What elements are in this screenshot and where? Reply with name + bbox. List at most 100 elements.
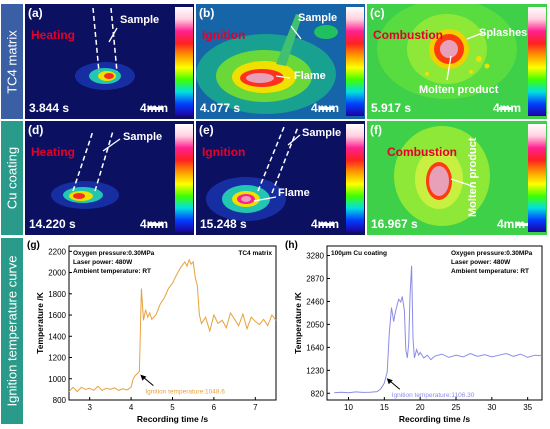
panel-label-g: (g) [27, 240, 40, 251]
time-label-d: 14.220 s [29, 217, 76, 231]
panel-label-d: (d) [28, 123, 44, 137]
panel-label-b: (b) [199, 6, 215, 20]
info-text-g: Oxygen pressure:0.30MPa [73, 250, 155, 257]
panel-label-e: (e) [199, 123, 214, 137]
state-label-c: Combustion [373, 28, 443, 42]
note-sample-b: Sample [298, 12, 338, 24]
x-tick-label-g: 6 [212, 403, 217, 412]
panel-f: (f) Combustion Molten product 16.967 s 4… [367, 121, 547, 235]
time-label-f: 16.967 s [371, 217, 418, 231]
row-label-tc4-text: TC4 matrix [4, 29, 20, 94]
chart-h: 10 15 20 25 30 35 820 1230 1640 2050 2460 2870 3280 R… [283, 238, 548, 426]
panel-b: (b) Ignition Sample Flame 4.077 s 4mm [196, 4, 365, 119]
scale-label-a: 4mm [139, 101, 168, 115]
y-tick-label-h: 1640 [306, 343, 324, 352]
row-label-cu-text: Cu coating [4, 146, 20, 210]
y-tick-label-g: 1000 [48, 375, 66, 384]
scale-label-b: 4mm [310, 101, 339, 115]
thermal-image-b [196, 14, 338, 114]
state-label-e: Ignition [202, 145, 246, 159]
row-label-tc4: TC4 matrix [1, 4, 23, 119]
x-tick-label-h: 35 [523, 403, 532, 412]
state-label-b: Ignition [202, 28, 246, 42]
note-sample-e: Sample [302, 127, 342, 139]
thermal-image-c [377, 4, 517, 110]
annotation-arrowhead-h [386, 378, 393, 385]
time-label-c: 5.917 s [371, 101, 412, 115]
y-tick-label-h: 2870 [306, 274, 324, 283]
x-tick-label-g: 4 [129, 403, 134, 412]
x-tick-label-h: 30 [487, 403, 496, 412]
x-tick-label-g: 7 [253, 403, 258, 412]
time-label-a: 3.844 s [29, 101, 70, 115]
plot-frame-h [326, 245, 543, 401]
plot-frame-g [68, 245, 277, 401]
note-flame-b: Flame [294, 70, 326, 82]
color-scale-c [528, 7, 546, 116]
chart-g-svg: 3 4 5 6 7 800 1000 1200 1400 1600 1800 2000 2200 Reco… [27, 240, 277, 424]
chart-g: 3 4 5 6 7 800 1000 1200 1400 1600 1800 2000 2200 Reco… [25, 238, 282, 426]
row-label-curve-text: Ignition temperature curve [4, 255, 20, 407]
thermal-image-f [394, 126, 531, 226]
info-text-h: Ambient temperature: RT [451, 268, 529, 275]
chart-h-svg: 10 15 20 25 30 35 820 1230 1640 2050 2460 2870 3280 R… [285, 240, 543, 424]
thermal-image-e [206, 126, 334, 226]
y-tick-label-h: 2050 [306, 320, 324, 329]
note-sample-d: Sample [123, 131, 163, 143]
color-scale-a [175, 7, 193, 116]
panel-c: (c) Combustion Splashes Molten product 5… [367, 4, 547, 119]
x-tick-label-g: 3 [87, 403, 92, 412]
y-tick-label-g: 1400 [48, 332, 66, 341]
note-sample-a: Sample [120, 14, 160, 26]
annotation-text-h: Ignition temperature:1106.30 [392, 392, 475, 399]
y-axis-label-g: Temperature /K [35, 291, 45, 354]
x-axis-label-h: Recording time /s [399, 414, 471, 424]
annotation-arrowhead-g [140, 374, 147, 381]
time-label-e: 15.248 s [200, 217, 247, 231]
note-flame-e: Flame [278, 187, 310, 199]
note-splashes-c: Splashes [479, 27, 528, 39]
panel-a: (a) Heating Sample 3.844 s 4mm [25, 4, 194, 119]
y-tick-label-h: 3280 [306, 252, 324, 261]
x-tick-label-h: 20 [416, 403, 425, 412]
y-tick-label-g: 1800 [48, 290, 66, 299]
color-scale-f [528, 124, 546, 232]
y-tick-label-h: 820 [311, 389, 325, 398]
panel-label-a: (a) [28, 6, 43, 20]
y-tick-label-h: 2460 [306, 297, 324, 306]
y-tick-label-h: 1230 [306, 366, 324, 375]
info-text-g: Laser power: 480W [73, 259, 133, 266]
scale-label-e: 4mm [310, 217, 339, 231]
state-label-d: Heating [31, 145, 76, 159]
panel-label-f: (f) [370, 123, 382, 137]
annotation-text-g: Ignition temperature:1048.6 [145, 389, 225, 396]
corner-label-h: 100μm Cu coating [331, 250, 387, 257]
panel-label-h: (h) [285, 240, 298, 251]
panel-e: (e) Ignition Sample Flame 15.248 s 4mm [196, 121, 365, 235]
state-label-a: Heating [31, 28, 76, 42]
series-line-g [68, 258, 277, 393]
info-text-h: Oxygen pressure:0.30MPa [451, 250, 533, 257]
y-tick-label-g: 1600 [48, 311, 66, 320]
color-scale-e [346, 124, 364, 232]
note-molten-c: Molten product [419, 84, 499, 96]
y-tick-label-g: 800 [53, 396, 67, 405]
info-text-h: Laser power: 480W [451, 259, 511, 266]
color-scale-d [175, 124, 193, 232]
x-tick-label-g: 5 [170, 403, 175, 412]
x-tick-label-h: 15 [380, 403, 389, 412]
y-tick-label-g: 2000 [48, 269, 66, 278]
scale-label-d: 4mm [139, 217, 168, 231]
x-tick-label-h: 25 [452, 403, 461, 412]
scale-label-c: 4mm [492, 101, 521, 115]
note-molten-f: Molten product [467, 137, 479, 217]
x-axis-label-g: Recording time /s [137, 414, 209, 424]
row-label-curve: Ignition temperature curve [1, 238, 23, 424]
y-axis-label-h: Temperature /K [293, 291, 303, 354]
panel-label-c: (c) [370, 6, 385, 20]
y-tick-label-g: 1200 [48, 354, 66, 363]
thermal-image-d [51, 130, 163, 226]
thermal-image-a [75, 7, 163, 110]
x-tick-label-h: 10 [344, 403, 353, 412]
scale-label-f: 4mm [496, 217, 525, 231]
